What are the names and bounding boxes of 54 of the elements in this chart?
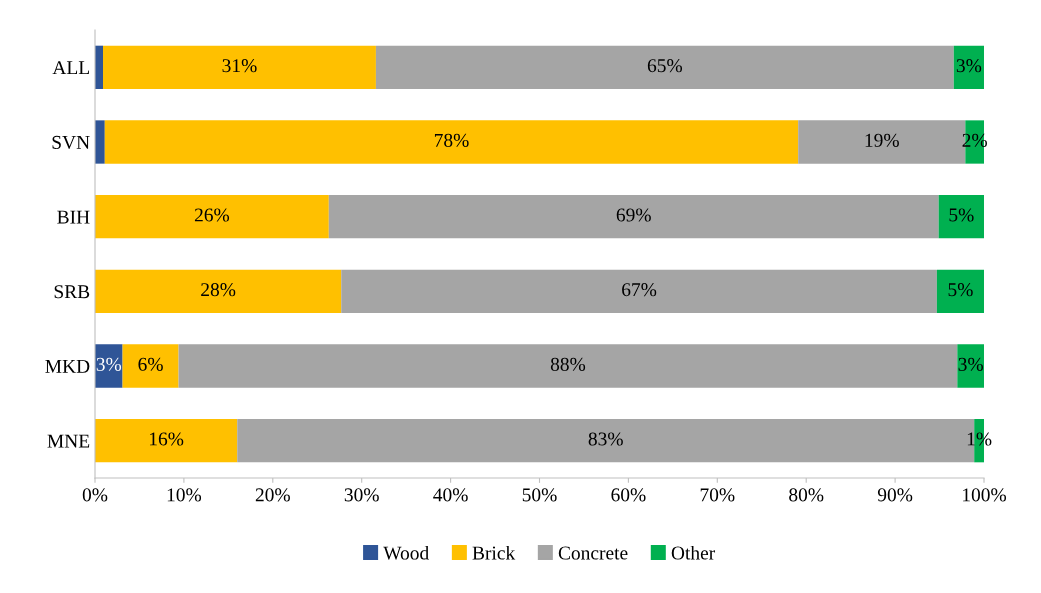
bar [178,344,958,388]
x-tick-label: 20% [255,488,290,502]
data-label: 5% [948,283,973,297]
data-label: 3% [958,357,983,371]
x-tick-label: 0% [82,488,108,502]
legend-label: Brick [472,545,516,560]
bar [375,45,954,89]
data-label: 16% [150,432,184,446]
y-tick-label: BIH [57,210,90,224]
data-label: 78% [434,133,469,147]
y-tick-label: MKD [45,360,90,373]
bar [328,195,939,239]
data-label: 6% [138,357,163,371]
bar [95,269,342,313]
data-label: 28% [201,283,236,297]
x-tick-label: 70% [700,488,735,502]
bar [936,269,984,313]
bar [95,120,105,164]
bar [938,195,984,239]
legend-label: Other [671,545,716,560]
x-tick-label: 90% [877,488,913,502]
bar [122,344,179,388]
y-tick-label: ALL [52,61,89,75]
bar [103,45,376,89]
data-label: 19% [865,133,899,147]
data-label: 65% [647,59,683,73]
x-tick-label: 80% [789,488,824,502]
y-tick-label: SRB [54,285,90,299]
data-label: 67% [622,283,657,297]
data-label: 88% [550,357,586,371]
x-tick-label: 100% [963,488,1007,502]
data-label: 26% [194,208,230,222]
bar [104,120,799,164]
bar [341,269,937,313]
bar [957,344,984,388]
bar [95,419,238,463]
data-label: 5% [949,208,974,222]
y-tick-label: MNE [47,434,90,448]
bar [95,344,123,388]
x-tick-label: 10% [167,488,202,502]
bar [953,45,984,89]
x-tick-label: 60% [611,488,646,502]
legend-label: Wood [383,545,429,560]
x-tick-label: 30% [344,488,379,502]
bar [95,195,329,239]
legend-label: Concrete [558,546,628,560]
y-tick-label: SVN [52,135,90,150]
x-tick-label: 40% [433,488,468,502]
data-label: 83% [588,432,623,446]
data-label: 3% [96,357,122,371]
x-tick-label: 50% [522,488,557,502]
data-label: 69% [616,208,651,222]
data-label: 31% [222,59,257,73]
data-label: 3% [956,59,982,73]
